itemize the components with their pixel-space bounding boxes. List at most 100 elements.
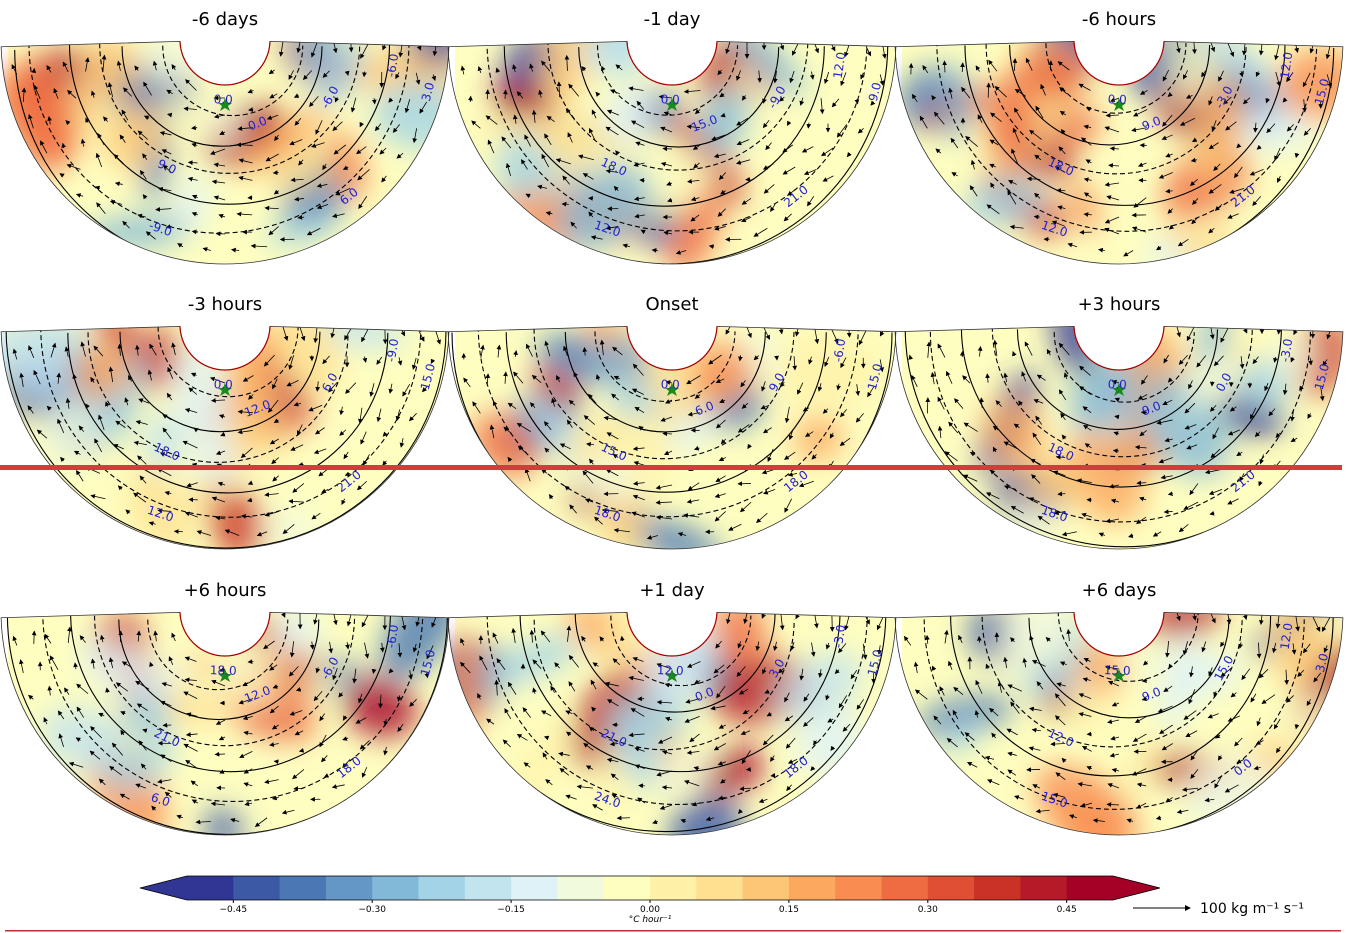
- vector-arrow: [188, 387, 198, 395]
- vector-arrow: [21, 87, 27, 102]
- vector-arrow: [332, 43, 338, 54]
- vector-arrow: [586, 442, 594, 447]
- vector-arrow: [582, 470, 594, 484]
- contour: [87, 332, 349, 463]
- vector-arrow: [753, 355, 760, 361]
- vector-arrow: [814, 44, 820, 54]
- vector-arrow: [248, 107, 254, 112]
- vector-arrow: [817, 383, 823, 392]
- vector-arrow: [191, 142, 198, 148]
- vector-arrow: [396, 152, 404, 159]
- vector-arrow: [655, 515, 673, 520]
- vector-arrow: [1059, 326, 1062, 327]
- vector-arrow: [419, 101, 428, 114]
- vector-arrow: [633, 162, 645, 167]
- vector-arrow: [313, 448, 327, 455]
- vector-arrow: [961, 86, 971, 99]
- vector-arrow: [103, 116, 108, 122]
- vector-arrow: [1114, 397, 1120, 403]
- vector-arrow: [293, 93, 300, 98]
- vector-arrow: [1256, 144, 1262, 150]
- vector-arrow: [690, 196, 700, 202]
- vector-arrow: [595, 374, 601, 381]
- vector-arrow: [183, 106, 197, 112]
- field-blob: [539, 41, 605, 105]
- vector-arrow: [556, 375, 561, 383]
- vector-arrow: [33, 369, 41, 385]
- vector-arrow: [247, 88, 254, 94]
- vector-arrow: [858, 330, 867, 346]
- vector-arrow: [1239, 71, 1244, 78]
- vector-arrow: [788, 429, 794, 441]
- vector-arrow: [94, 185, 101, 191]
- vector-arrow: [371, 98, 377, 105]
- field: [477, 41, 807, 265]
- vector-arrow: [302, 70, 313, 81]
- vector-arrow: [495, 67, 501, 73]
- vector-arrow: [1033, 398, 1044, 404]
- vector-arrow: [1163, 354, 1169, 364]
- vector-arrow: [344, 328, 352, 341]
- vector-arrow: [804, 431, 814, 437]
- vector-arrow: [460, 65, 466, 75]
- vector-arrow: [1046, 348, 1052, 356]
- vector-arrow: [806, 122, 812, 129]
- vector-arrow: [1303, 128, 1311, 136]
- vector-arrow: [109, 200, 123, 205]
- vector-arrow: [578, 154, 595, 161]
- vector-arrow: [60, 456, 66, 463]
- vector-arrow: [191, 125, 198, 131]
- vector-arrow: [250, 243, 268, 249]
- vector-arrow: [1059, 110, 1067, 116]
- vector-arrow: [59, 173, 65, 178]
- vector-arrow: [516, 91, 524, 99]
- vector-arrow: [1325, 46, 1331, 60]
- vector-arrow: [1083, 177, 1092, 183]
- vector-arrow: [1113, 431, 1120, 436]
- vector-arrow: [854, 99, 860, 105]
- vector-arrow: [128, 375, 133, 382]
- vector-arrow: [632, 494, 645, 501]
- vector-arrow: [117, 485, 123, 491]
- vector-arrow: [332, 121, 343, 132]
- vector-arrow: [989, 139, 999, 146]
- vector-arrow: [421, 386, 428, 393]
- colorbar-segment: [1066, 876, 1114, 900]
- vector-arrow: [65, 120, 71, 126]
- vector-arrow: [1294, 45, 1299, 53]
- vector-arrow: [1242, 328, 1248, 334]
- vector-arrow: [1012, 127, 1020, 143]
- vector-arrow: [544, 133, 552, 146]
- vector-arrow: [116, 60, 122, 71]
- vector-arrow: [599, 339, 605, 356]
- vector-arrow: [1084, 443, 1092, 449]
- colorbar-tick-label: 0.30: [918, 905, 938, 915]
- vector-arrow: [879, 331, 885, 337]
- vector-arrow: [215, 515, 226, 521]
- vector-arrow: [292, 483, 305, 493]
- vector-arrow: [93, 345, 104, 357]
- vector-arrow: [272, 475, 279, 482]
- field-blob: [690, 341, 753, 406]
- inner-edge: [179, 326, 271, 371]
- vector-arrow: [1266, 123, 1276, 134]
- contour-label: 3.0: [419, 81, 437, 103]
- vector-arrow: [358, 196, 368, 210]
- vector-arrow: [1008, 180, 1017, 185]
- vector-arrow: [492, 41, 497, 46]
- vector-arrow: [162, 414, 172, 421]
- vector-arrow: [298, 159, 304, 166]
- vector-arrow: [1282, 97, 1288, 103]
- vector-arrow: [975, 612, 982, 616]
- vector-arrow: [167, 366, 174, 379]
- vector-arrow: [720, 189, 726, 195]
- vector-arrow: [1211, 120, 1217, 132]
- vector-arrow: [1162, 69, 1169, 82]
- field-blob: [941, 62, 969, 145]
- vector-arrow: [935, 41, 943, 46]
- vector-arrow: [632, 481, 645, 486]
- vector-arrow: [247, 480, 254, 485]
- vector-arrow: [145, 231, 156, 240]
- field-blob: [173, 174, 210, 232]
- vector-arrow: [191, 211, 198, 217]
